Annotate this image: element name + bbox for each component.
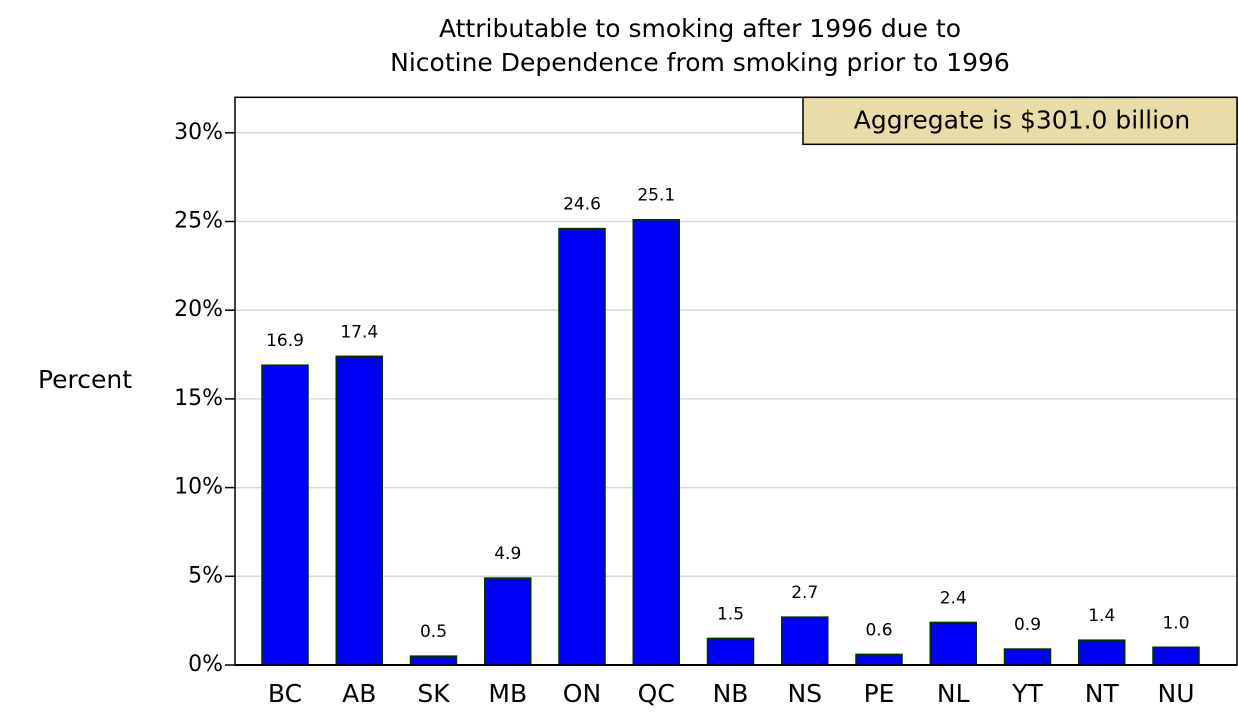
x-tick-label: BC: [268, 679, 302, 708]
data-label: 0.6: [865, 620, 892, 640]
bar: [1152, 646, 1200, 666]
x-tick-label: NB: [713, 679, 749, 708]
data-label: 0.5: [420, 622, 447, 642]
data-label: 1.0: [1162, 613, 1189, 633]
x-tick-label: QC: [638, 679, 675, 708]
y-axis-label: Percent: [38, 365, 132, 394]
chart-title: Attributable to smoking after 1996 due t…: [439, 14, 961, 43]
bar: [409, 655, 458, 666]
data-label: 24.6: [563, 195, 601, 215]
bar: [781, 616, 829, 666]
y-tick-label: 30%: [174, 120, 223, 145]
x-tick-label: ON: [563, 679, 601, 708]
y-tick-label: 0%: [188, 652, 223, 677]
bar: [1003, 648, 1052, 666]
chart-title: Nicotine Dependence from smoking prior t…: [390, 48, 1010, 77]
x-tick-label: YT: [1011, 679, 1043, 708]
data-label: 1.5: [717, 604, 744, 624]
data-label: 4.9: [494, 544, 521, 564]
x-tick-label: SK: [417, 679, 450, 708]
x-tick-label: AB: [342, 679, 376, 708]
data-label: 1.4: [1088, 606, 1115, 626]
y-tick-label: 25%: [174, 209, 223, 234]
x-tick-label: NT: [1085, 679, 1120, 708]
bar: [261, 364, 309, 666]
bar: [855, 653, 903, 666]
bar: [706, 637, 755, 666]
bar: [558, 227, 606, 666]
x-tick-label: PE: [864, 679, 895, 708]
data-label: 25.1: [637, 186, 675, 206]
data-label: 2.7: [791, 583, 818, 603]
bar: [484, 577, 532, 666]
plot-frame: [234, 96, 1238, 666]
x-tick-label: NS: [787, 679, 822, 708]
y-tick-label: 5%: [188, 563, 223, 588]
x-tick-label: MB: [488, 679, 527, 708]
bar: [335, 355, 383, 666]
bar: [929, 621, 977, 666]
data-label: 0.9: [1014, 615, 1041, 635]
annotation: Aggregate is $301.0 billion: [854, 105, 1190, 134]
data-label: 16.9: [266, 331, 304, 351]
y-tick-label: 20%: [174, 297, 223, 322]
y-tick-label: 10%: [174, 475, 223, 500]
data-label: 17.4: [340, 322, 378, 342]
x-tick-label: NU: [1158, 679, 1195, 708]
y-tick-label: 15%: [174, 386, 223, 411]
annotation-box: [802, 96, 1238, 146]
bar: [1078, 639, 1126, 666]
data-label: 2.4: [940, 588, 967, 608]
bar: [632, 218, 680, 666]
x-tick-label: NL: [937, 679, 970, 708]
